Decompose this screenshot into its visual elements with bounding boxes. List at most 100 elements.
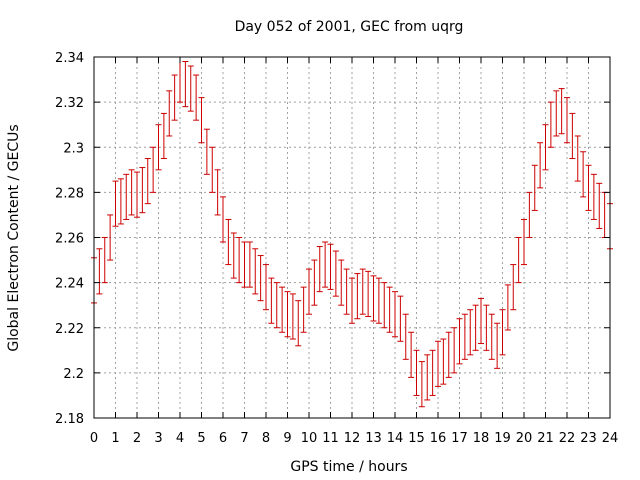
data-point <box>343 268 350 315</box>
x-tick-label: 18 <box>473 431 490 446</box>
x-tick-label: 5 <box>197 431 205 446</box>
data-point <box>590 173 597 220</box>
y-tick-label: 2.28 <box>55 186 84 201</box>
data-point <box>531 164 538 211</box>
data-point <box>166 90 173 137</box>
data-point <box>526 191 533 238</box>
data-point <box>187 65 194 112</box>
axis-ticks: 0 1 2 3 4 5 6 7 8 9 10 11 12 13 14 15 16 17 18 19 20 21 22 23 24… <box>55 51 618 446</box>
x-tick-label: 6 <box>219 431 227 446</box>
data-point <box>472 304 479 351</box>
data-point <box>494 322 501 369</box>
data-point <box>327 243 334 290</box>
data-point <box>596 182 603 229</box>
data-point <box>381 282 388 329</box>
data-point <box>510 264 517 311</box>
x-tick-label: 16 <box>430 431 447 446</box>
y-tick-label: 2.2 <box>63 367 84 382</box>
x-tick-label: 14 <box>387 431 404 446</box>
data-point <box>445 331 452 378</box>
data-point <box>289 293 296 340</box>
data-point <box>150 146 157 193</box>
data-point <box>440 338 447 385</box>
data-point <box>547 101 554 148</box>
data-point <box>451 327 458 374</box>
data-point <box>478 297 484 345</box>
data-point <box>429 349 436 396</box>
data-point <box>392 291 398 338</box>
data-point <box>160 112 167 160</box>
data-point <box>601 191 608 238</box>
data-point <box>236 237 243 284</box>
data-point <box>332 250 339 297</box>
data-series <box>91 56 613 408</box>
data-point <box>499 309 506 356</box>
x-tick-label: 19 <box>494 431 511 446</box>
data-point <box>107 214 114 261</box>
data-point <box>456 318 463 365</box>
data-point <box>300 286 307 333</box>
data-point <box>279 286 286 333</box>
data-point <box>225 218 232 266</box>
x-tick-label: 0 <box>90 431 98 446</box>
data-point <box>144 158 151 205</box>
data-point <box>306 268 312 315</box>
data-point <box>537 142 544 189</box>
data-point <box>284 291 291 338</box>
data-point <box>117 178 124 225</box>
data-point <box>580 151 587 198</box>
data-point <box>483 304 490 351</box>
x-axis-label: GPS time / hours <box>290 459 407 475</box>
data-point <box>542 124 549 171</box>
data-point <box>155 124 162 171</box>
data-point <box>198 97 205 144</box>
data-point <box>521 218 527 266</box>
data-point <box>564 97 570 144</box>
data-point <box>574 135 581 182</box>
x-tick-label: 24 <box>602 431 619 446</box>
y-tick-label: 2.24 <box>55 277 84 292</box>
data-point <box>101 237 108 284</box>
data-point <box>203 128 210 175</box>
x-tick-label: 9 <box>283 431 291 446</box>
grid <box>94 57 610 418</box>
data-point <box>139 167 146 214</box>
data-point <box>230 232 237 279</box>
data-point <box>316 246 323 293</box>
data-point <box>435 340 441 387</box>
data-point <box>134 171 140 218</box>
x-tick-label: 2 <box>133 431 141 446</box>
data-point <box>515 237 522 284</box>
data-point <box>354 273 361 320</box>
x-tick-label: 20 <box>516 431 533 446</box>
data-point <box>171 74 178 121</box>
data-point <box>488 313 495 360</box>
data-point <box>177 56 183 103</box>
data-point <box>295 300 302 347</box>
x-tick-label: 15 <box>408 431 425 446</box>
y-tick-label: 2.34 <box>55 51 84 66</box>
x-tick-label: 21 <box>537 431 554 446</box>
data-point <box>311 259 318 306</box>
data-point <box>128 169 135 216</box>
data-point <box>193 74 200 121</box>
x-tick-label: 13 <box>365 431 382 446</box>
data-point <box>365 270 372 317</box>
x-tick-label: 3 <box>154 431 162 446</box>
data-point <box>263 264 269 311</box>
x-tick-label: 17 <box>451 431 468 446</box>
data-point <box>467 309 474 356</box>
data-point <box>585 164 592 211</box>
x-tick-label: 22 <box>559 431 576 446</box>
x-tick-label: 1 <box>111 431 119 446</box>
y-tick-label: 2.26 <box>55 232 84 247</box>
data-point <box>209 146 216 193</box>
x-tick-label: 12 <box>344 431 361 446</box>
data-point <box>408 331 415 378</box>
y-tick-label: 2.18 <box>55 412 84 427</box>
data-point <box>569 112 576 160</box>
data-point <box>246 241 253 288</box>
chart-title: Day 052 of 2001, GEC from uqrg <box>235 19 464 35</box>
data-point <box>123 173 130 220</box>
